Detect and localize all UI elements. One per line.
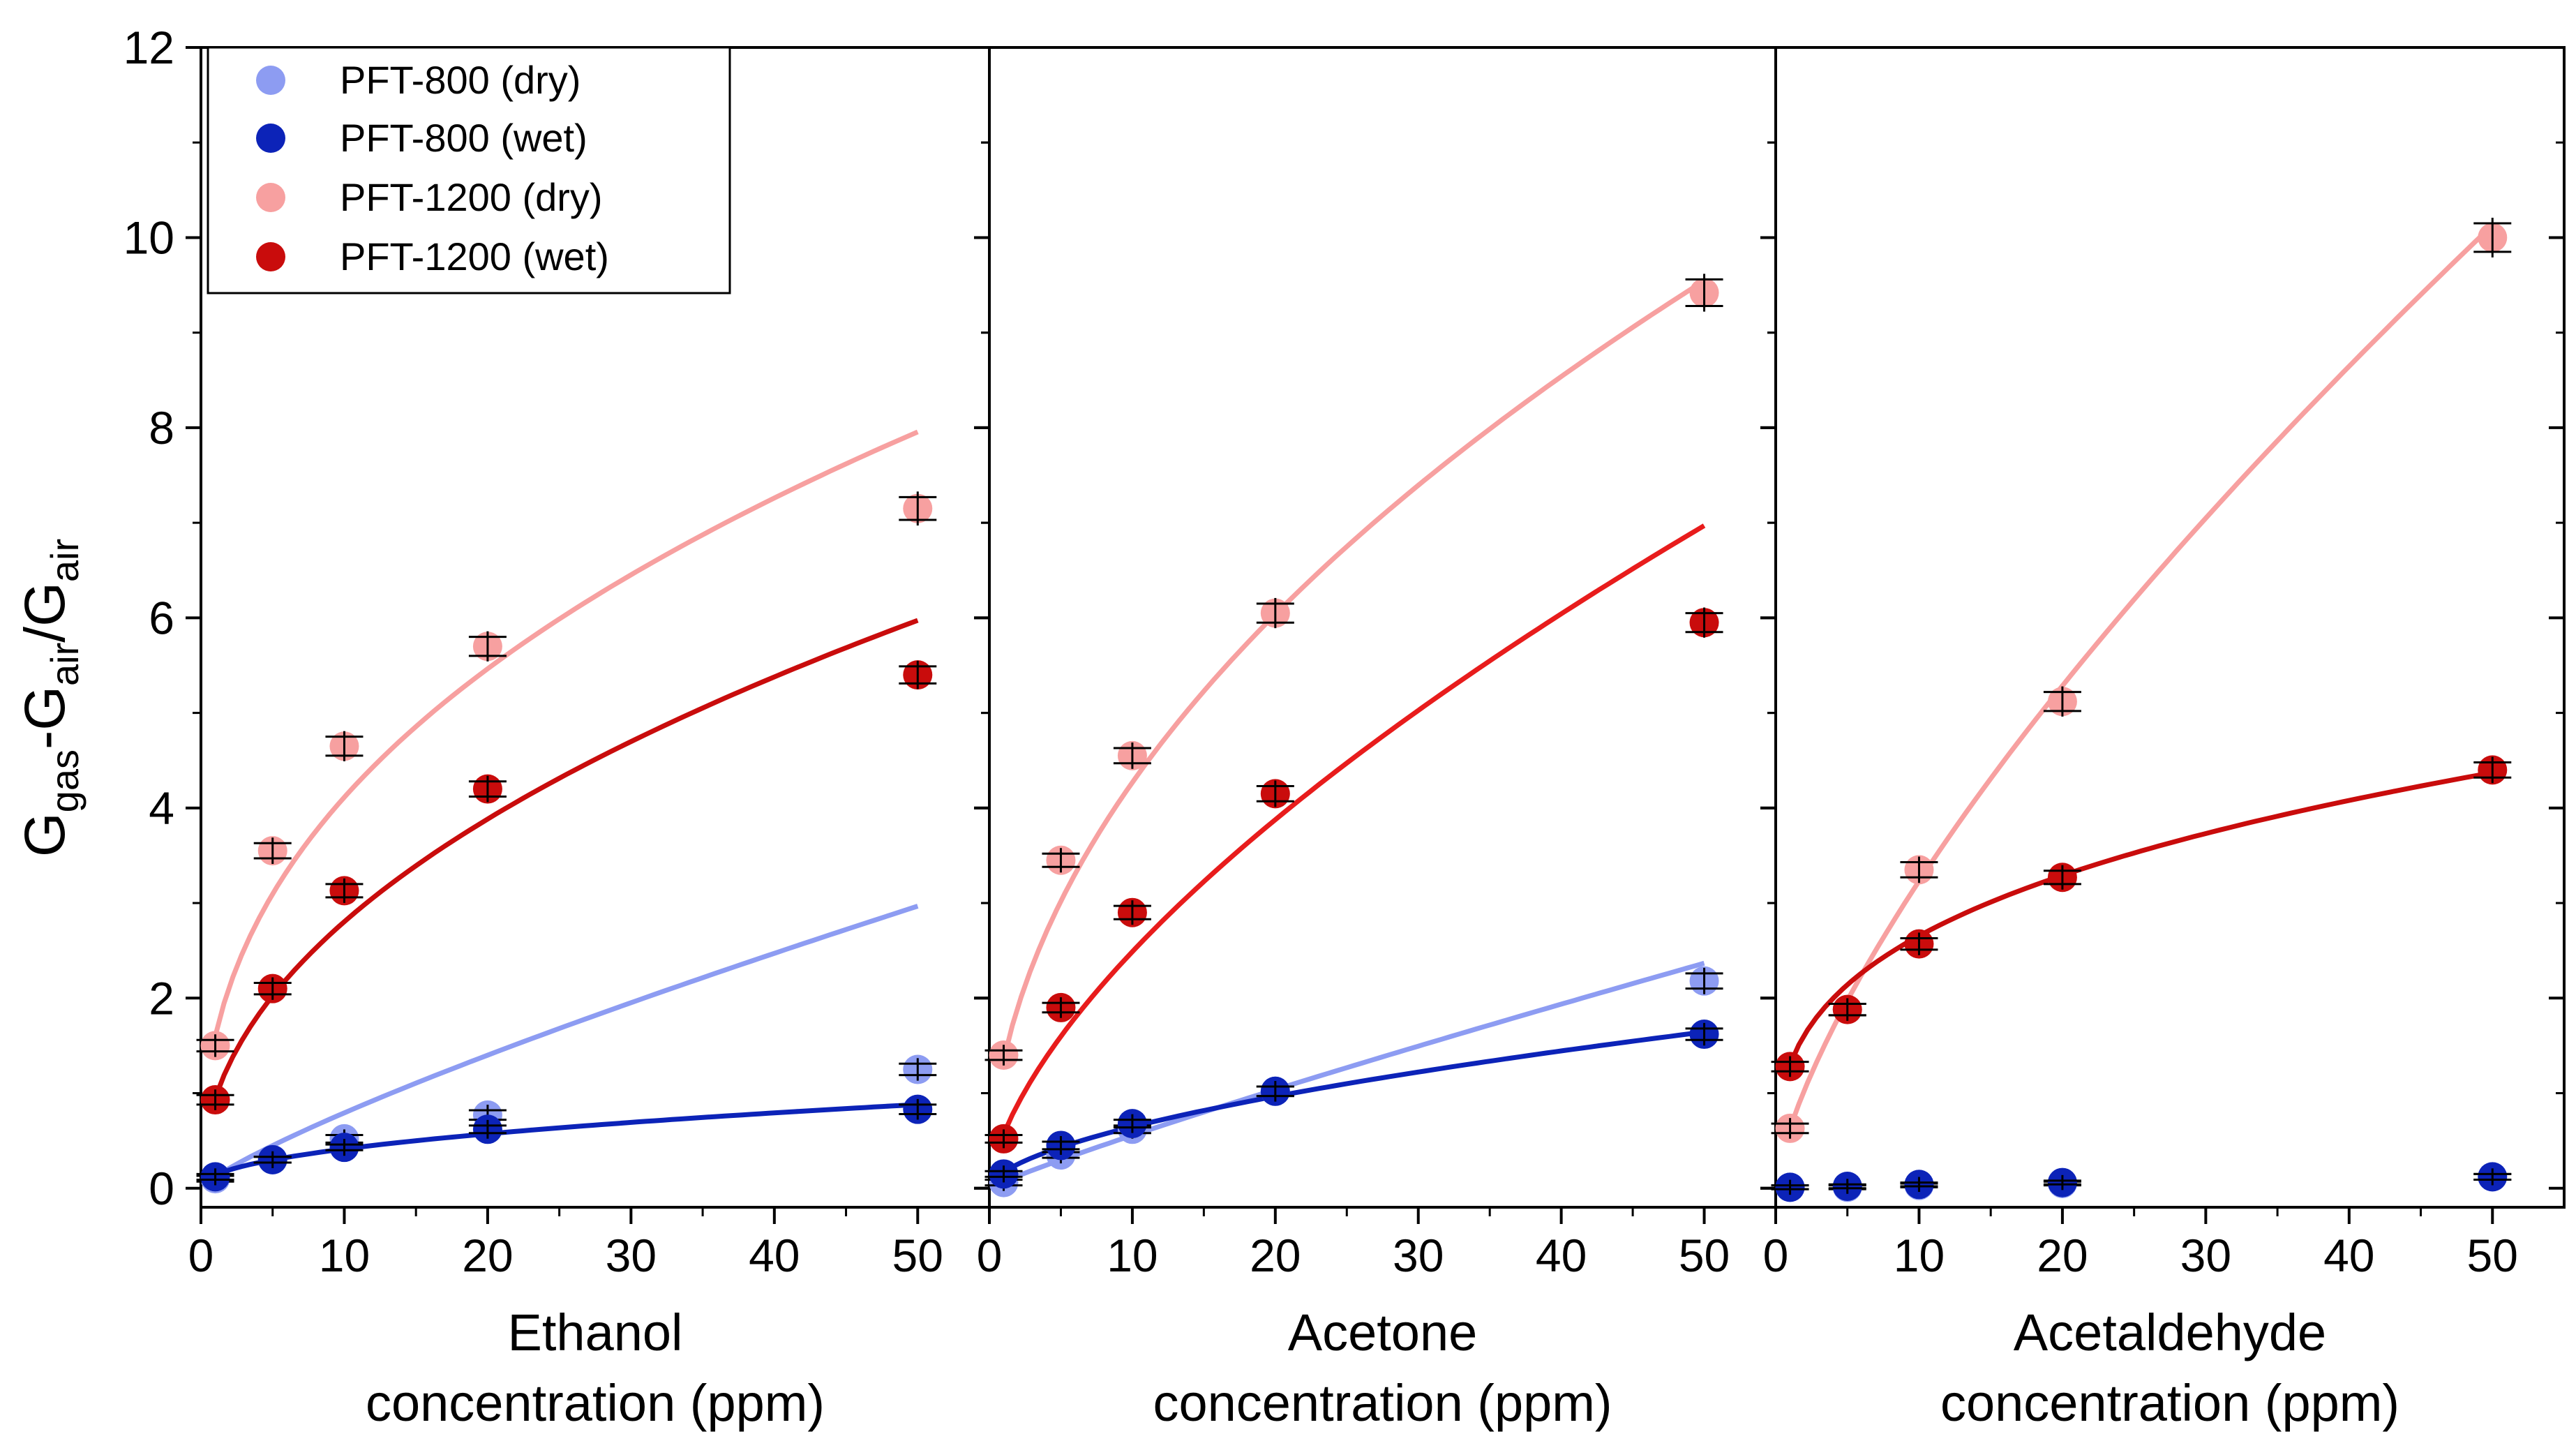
fit-curve-pft-1200-dry: [213, 429, 919, 1037]
fit-curve-pft-800-dry: [214, 904, 919, 1179]
x-tick-label: 0: [1763, 1230, 1789, 1281]
legend-box: [207, 46, 731, 294]
x-tick-label: 30: [606, 1230, 657, 1281]
x-tick-label: 40: [2323, 1230, 2374, 1281]
x-axis-title-unit: concentration (ppm): [366, 1374, 825, 1432]
x-tick-label: 20: [1250, 1230, 1301, 1281]
y-axis-title: Ggas-Gair/Gair: [13, 539, 87, 857]
fit-curve-pft-1200-wet: [1001, 523, 1706, 1135]
x-axis-title-gas: Acetaldehyde: [2014, 1304, 2326, 1361]
legend-marker-pft1200-wet: [256, 242, 285, 271]
fit-curve-pft-800-wet: [1002, 1029, 1705, 1174]
x-tick-label: 30: [1393, 1230, 1444, 1281]
panel-frame: [1774, 46, 2566, 1209]
x-tick-label: 40: [749, 1230, 800, 1281]
x-tick-label: 50: [2467, 1230, 2518, 1281]
x-axis-title-unit: concentration (ppm): [1153, 1374, 1612, 1432]
y-tick-label: 2: [149, 972, 174, 1024]
fit-curve-pft-800-dry: [1003, 960, 1705, 1184]
x-tick-label: 10: [319, 1230, 370, 1281]
x-axis-title-gas: Acetone: [1288, 1304, 1478, 1361]
panel-acetone: 0 10 20 30 40 50 Acetone concentration (ppm): [974, 46, 1777, 1432]
x-axis-title-unit: concentration (ppm): [1940, 1374, 2399, 1432]
y-tick-label: 4: [149, 782, 174, 834]
fit-curve-pft-1200-wet: [213, 618, 919, 1099]
x-tick-label: 0: [977, 1230, 1003, 1281]
panels: 0 10 20 30 40 50 0 2 4 6 8 10 12 Ethanol concentration…: [123, 22, 2566, 1432]
fit-curve-pft-800-wet: [214, 1102, 918, 1177]
legend-marker-pft1200-dry: [256, 183, 285, 212]
y-tick-label: 12: [123, 22, 174, 73]
legend-marker-pft800-wet: [256, 124, 285, 153]
x-tick-label: 0: [188, 1230, 214, 1281]
legend-label-pft1200-dry: PFT-1200 (dry): [340, 175, 603, 219]
y-tick-label: 0: [149, 1163, 174, 1214]
x-tick-label: 20: [2037, 1230, 2088, 1281]
x-tick-label: 50: [892, 1230, 943, 1281]
y-tick-label: 8: [149, 402, 174, 454]
legend-label-pft800-dry: PFT-800 (dry): [340, 58, 581, 102]
panel-frame: [988, 46, 1777, 1209]
legend-label-pft800-wet: PFT-800 (wet): [340, 116, 587, 160]
legend: PFT-800 (dry) PFT-800 (wet) PFT-1200 (dr…: [207, 46, 731, 294]
x-tick-label: 50: [1679, 1230, 1730, 1281]
y-tick-label: 10: [123, 211, 174, 263]
panel-acetaldehyde: 0 10 20 30 40 50 Acetaldehyde concentration (pp…: [1760, 46, 2566, 1432]
legend-label-pft1200-wet: PFT-1200 (wet): [340, 234, 609, 278]
x-tick-label: 20: [462, 1230, 513, 1281]
legend-marker-pft800-dry: [256, 66, 285, 95]
fit-curve-pft-1200-dry: [1001, 278, 1706, 1061]
x-tick-label: 10: [1107, 1230, 1158, 1281]
panel-ethanol: 0 10 20 30 40 50 0 2 4 6 8 10 12 Ethanol concentration…: [123, 22, 991, 1432]
x-axis-title-gas: Ethanol: [508, 1304, 683, 1361]
fit-curve-pft-1200-dry: [1788, 223, 2494, 1130]
y-tick-label: 6: [149, 592, 174, 643]
x-tick-label: 10: [1894, 1230, 1945, 1281]
x-tick-label: 30: [2180, 1230, 2231, 1281]
x-tick-label: 40: [1536, 1230, 1587, 1281]
